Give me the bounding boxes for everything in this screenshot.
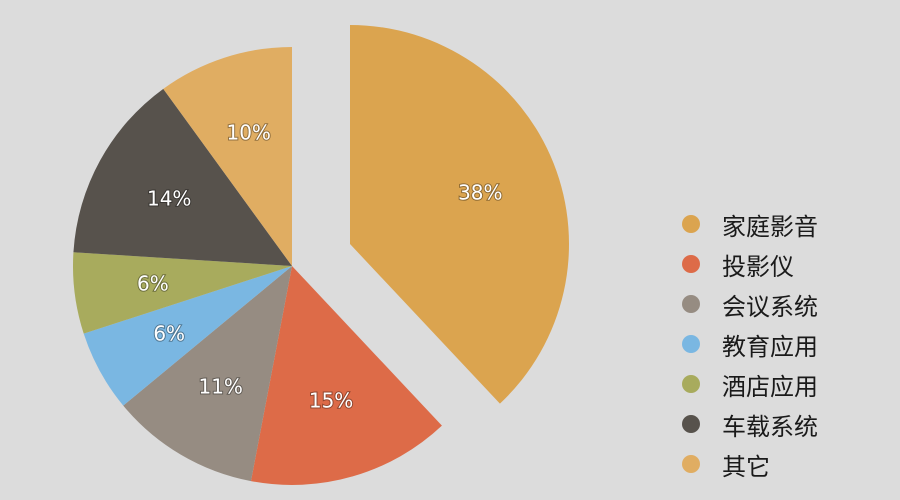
legend-label: 会议系统 bbox=[722, 292, 818, 321]
pie-slice-label-1: 38% bbox=[458, 180, 502, 204]
legend-item-3: 会议系统 bbox=[682, 284, 892, 324]
legend-item-5: 酒店应用 bbox=[682, 364, 892, 404]
legend-swatch bbox=[682, 335, 700, 353]
legend-label: 其它 bbox=[722, 452, 770, 481]
legend-item-1: 家庭影音 bbox=[682, 204, 892, 244]
legend-swatch bbox=[682, 255, 700, 273]
legend-item-7: 其它 bbox=[682, 444, 892, 484]
pie-slice-label-4: 6% bbox=[153, 322, 185, 346]
pie-slice-label-7: 10% bbox=[226, 121, 270, 145]
legend-swatch bbox=[682, 295, 700, 313]
pie-slice-label-3: 11% bbox=[198, 375, 242, 399]
pie-slice-label-2: 15% bbox=[309, 389, 353, 413]
legend-item-4: 教育应用 bbox=[682, 324, 892, 364]
pie-slice-2 bbox=[250, 266, 442, 485]
pie-slice-5 bbox=[72, 252, 293, 334]
legend-swatch bbox=[682, 415, 700, 433]
legend-label: 投影仪 bbox=[722, 252, 794, 281]
legend-swatch bbox=[682, 455, 700, 473]
legend-label: 家庭影音 bbox=[722, 212, 818, 241]
legend-item-6: 车载系统 bbox=[682, 404, 892, 444]
pie-slice-label-5: 6% bbox=[137, 272, 169, 296]
legend-item-2: 投影仪 bbox=[682, 244, 892, 284]
pie-slice-4 bbox=[83, 266, 292, 406]
pie-slice-1 bbox=[350, 25, 569, 404]
pie-slice-6 bbox=[73, 88, 293, 266]
pie-slice-label-6: 14% bbox=[147, 187, 191, 211]
legend-swatch bbox=[682, 375, 700, 393]
legend-label: 酒店应用 bbox=[722, 372, 818, 401]
legend-swatch bbox=[682, 215, 700, 233]
chart-legend: 家庭影音投影仪会议系统教育应用酒店应用车载系统其它 bbox=[682, 204, 892, 484]
legend-label: 车载系统 bbox=[722, 412, 818, 441]
pie-slice-7 bbox=[163, 47, 292, 266]
pie-slice-3 bbox=[123, 266, 292, 482]
legend-label: 教育应用 bbox=[722, 332, 818, 361]
